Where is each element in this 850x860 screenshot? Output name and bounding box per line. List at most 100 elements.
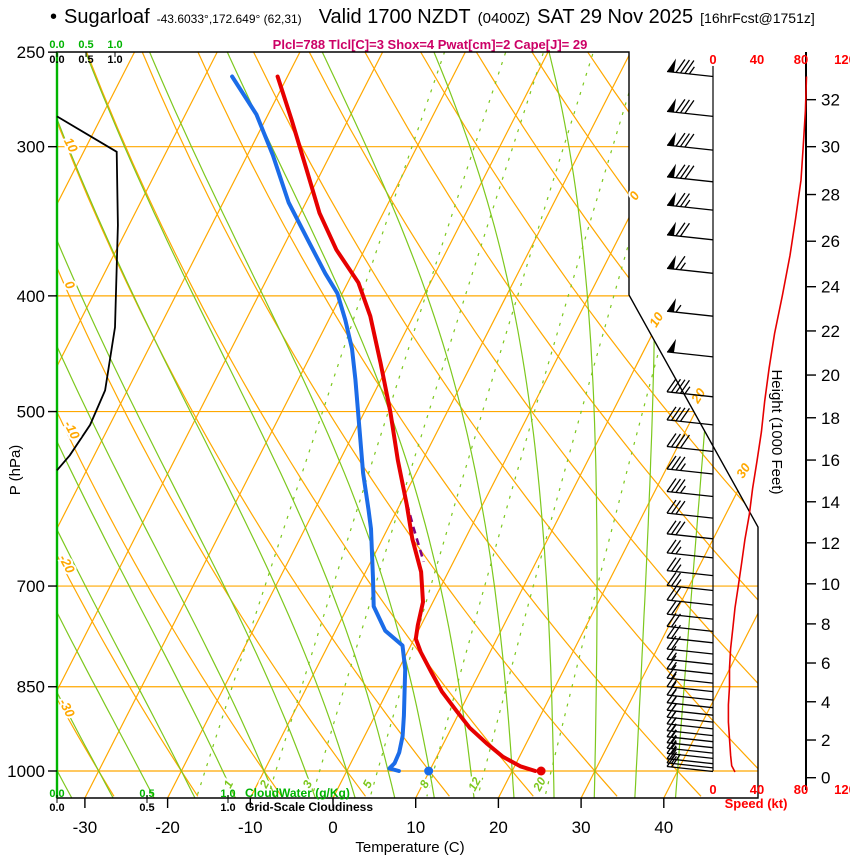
moist-adiabat-line (57, 52, 281, 798)
dry-adiabat-label: -20 (56, 552, 78, 576)
height-tick-label: 32 (821, 91, 840, 110)
dry-adiabat-line (384, 52, 758, 797)
height-tick-label: 0 (821, 769, 830, 788)
wind-barb (666, 499, 714, 519)
isotherm-line (57, 52, 384, 798)
wind-barb (666, 58, 714, 78)
moist-adiabat-line (57, 52, 242, 798)
speed-tick-label-bottom: 120 (834, 782, 850, 797)
isotherm-line (57, 52, 301, 798)
wind-barb (666, 753, 714, 773)
speed-tick-label-top: 80 (794, 52, 808, 67)
mixing-ratio-line (369, 52, 679, 797)
dry-adiabat-line (57, 52, 618, 797)
wind-barb (666, 221, 714, 241)
wind-barb (666, 586, 714, 606)
temperature-curve (275, 74, 538, 773)
cloudwater-top-scale-label: 0.0 (49, 39, 64, 51)
height-tick-label: 6 (821, 654, 830, 673)
isotherm-line (57, 52, 218, 798)
height-tick-label: 8 (821, 615, 830, 634)
moist-adiabat-line (604, 52, 656, 798)
isotherm-line (580, 52, 758, 798)
valid-time-utc: (0400Z) (477, 10, 531, 27)
dry-adiabat-line (57, 52, 366, 797)
height-tick-label: 4 (821, 693, 830, 712)
speed-tick-label-top: 120 (834, 52, 850, 67)
wind-barbs (666, 58, 714, 773)
pressure-tick-label: 500 (17, 403, 45, 422)
speed-tick-label-bottom: 0 (709, 782, 716, 797)
wind-barb (666, 572, 714, 592)
temperature-tick-label: 40 (654, 818, 673, 837)
height-axis-title: Height (1000 Feet) (768, 369, 785, 494)
isotherm-label: 30 (733, 460, 754, 481)
cloudwater-bottom-scale-label: 0.5 (139, 788, 154, 800)
speed-tick-label-bottom: 80 (794, 782, 808, 797)
cloudiness-bottom-scale-label: 1.0 (220, 802, 235, 814)
height-tick-label: 16 (821, 451, 840, 470)
valid-time: Valid 1700 NZDT (318, 6, 471, 28)
mixing-ratio-label: 12 (465, 775, 484, 794)
pressure-tick-label: 700 (17, 577, 45, 596)
moist-adiabat-line (121, 52, 476, 798)
height-tick-label: 22 (821, 322, 840, 341)
speed-tick-label-top: 0 (709, 52, 716, 67)
cloudiness-bottom-scale-label: 0.0 (49, 802, 64, 814)
height-tick-label: 14 (821, 493, 840, 512)
dewpoint-curve (230, 74, 408, 773)
mixing-ratio-label: 5 (360, 778, 376, 791)
station-bullet-icon: • (50, 6, 58, 28)
wind-barb (666, 192, 714, 211)
speed-tick-label-top: 40 (750, 52, 764, 67)
height-tick-label: 20 (821, 366, 840, 385)
dry-adiabat-label: -30 (56, 696, 78, 720)
temperature-tick-label: -30 (73, 818, 98, 837)
cloudiness-curve (56, 115, 119, 471)
pressure-tick-label: 250 (17, 43, 45, 62)
surface-dewpoint-dot (424, 766, 434, 776)
dry-adiabat-line (625, 52, 758, 797)
wind-barb (666, 255, 714, 274)
wind-barb (666, 635, 714, 655)
pressure-tick-label: 850 (17, 678, 45, 697)
isotherm-line (663, 52, 758, 798)
plot-border (56, 51, 759, 799)
pressure-axis-title: P (hPa) (7, 445, 24, 496)
moist-adiabat-line (451, 52, 598, 798)
temperature-axis-title: Temperature (C) (355, 839, 464, 856)
wind-barb (666, 664, 714, 684)
chart-title: • Sugarloaf -43.6033°,172.649° (62,31) V… (50, 6, 815, 29)
temperature-tick-label: -10 (238, 818, 263, 837)
height-tick-label: 10 (821, 575, 840, 594)
cloudiness-top-scale-label: 0.0 (49, 54, 64, 66)
wind-barb (666, 749, 714, 769)
forecast-run-info: [16hrFcst@1751z] (700, 10, 815, 26)
moist-adiabat-line (57, 52, 437, 798)
height-tick-label: 2 (821, 731, 830, 750)
dry-adiabat-line (57, 52, 199, 797)
wind-barb (666, 163, 714, 183)
cloud-scales: 0.0 0.0 0.0 0.0 0.5 0.5 0.5 0.5 1.0 1.0 1.0 1.0 Clou… (49, 39, 373, 814)
dry-adiabat-line (336, 52, 758, 797)
cloudwater-bottom-scale-label: 1.0 (220, 788, 235, 800)
moist-adiabat-line (205, 52, 516, 798)
height-tick-label: 28 (821, 186, 840, 205)
dry-adiabat-line (577, 52, 758, 797)
wind-barb (666, 132, 714, 151)
cloudiness-top-scale-label: 1.0 (107, 54, 122, 66)
wind-barb (666, 520, 714, 540)
dry-adiabat-line (432, 52, 758, 797)
temperature-tick-label: 30 (572, 818, 591, 837)
cloudwater-top-scale-label: 1.0 (107, 39, 122, 51)
cloudwater-axis-title: CloudWater (g/Kg) (245, 786, 350, 800)
temperature-tick-label: 0 (328, 818, 337, 837)
valid-date: SAT 29 Nov 2025 (537, 6, 694, 28)
isotherm-line (249, 52, 632, 798)
pressure-tick-label: 400 (17, 287, 45, 306)
skewt-grid (57, 52, 758, 798)
wind-barb (666, 406, 714, 426)
